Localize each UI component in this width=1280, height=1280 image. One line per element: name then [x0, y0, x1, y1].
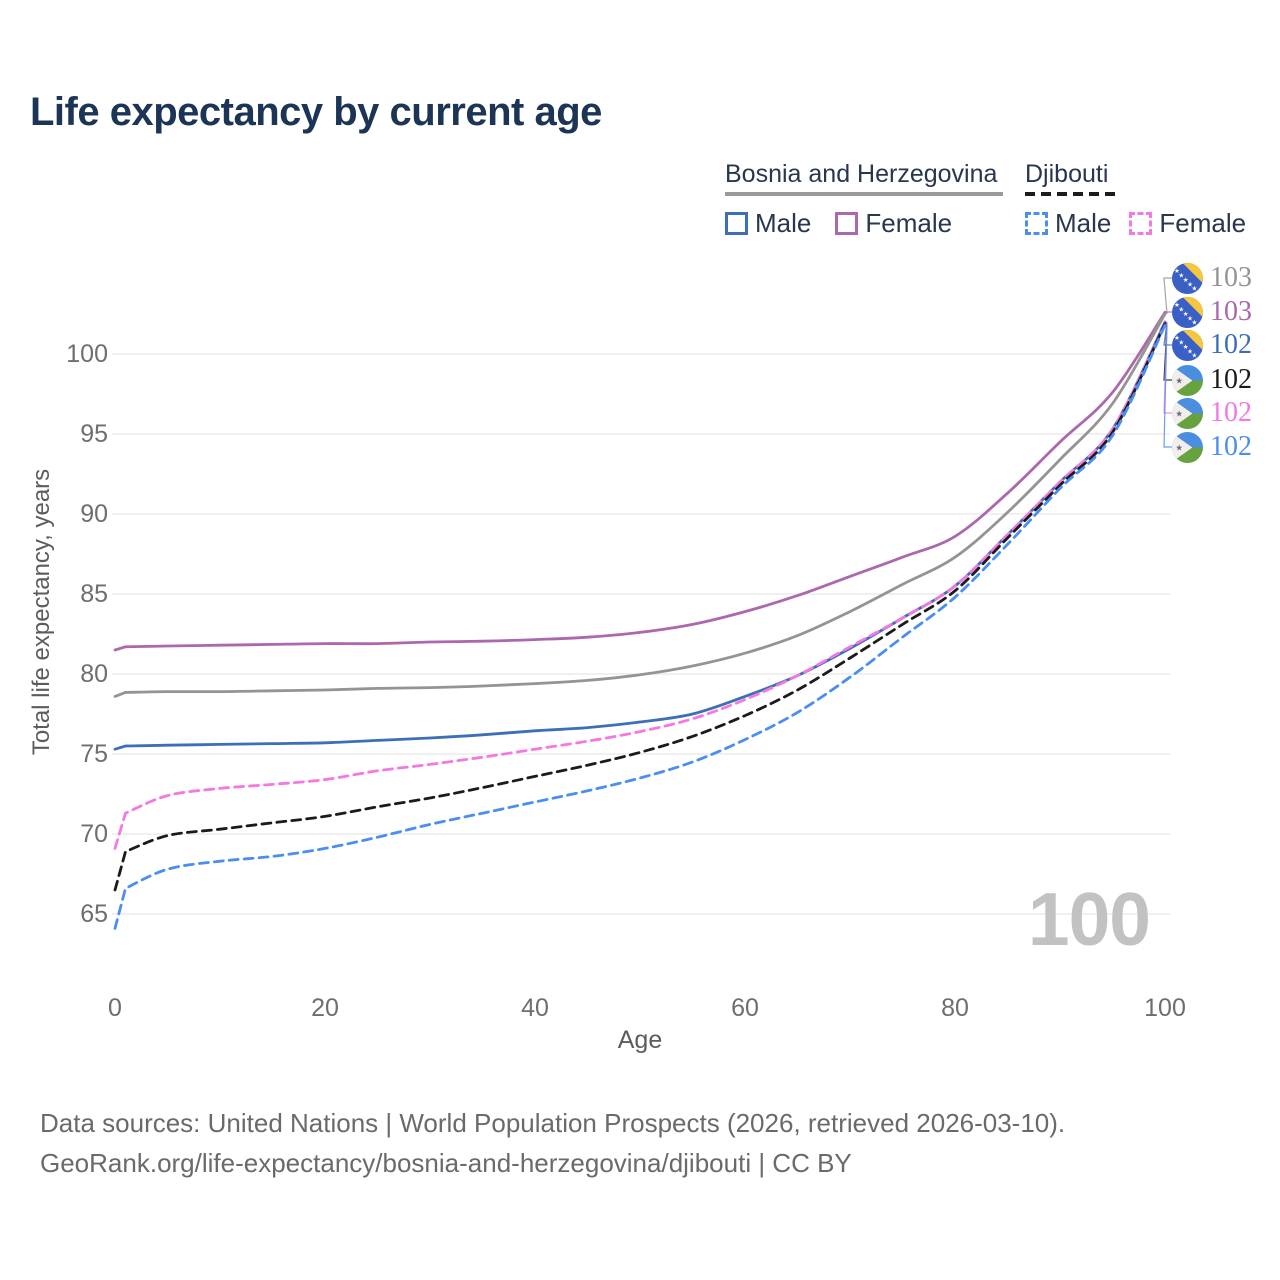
bosnia-flag-icon: ★★★★★ [1172, 296, 1203, 328]
end-value-label: 103 [1210, 262, 1252, 293]
end-label-leader-line [1163, 321, 1172, 346]
djibouti-female-swatch-icon [1129, 212, 1153, 235]
svg-text:★: ★ [1191, 285, 1197, 292]
legend-item-djibouti-female[interactable]: Female [1129, 208, 1246, 239]
svg-text:★: ★ [1187, 348, 1193, 355]
djibouti-male-swatch-icon [1025, 212, 1048, 235]
legend-item-bosnia-female[interactable]: Female [835, 208, 952, 239]
end-label-leader-line [1163, 325, 1172, 448]
series-line-djibouti-male[interactable] [113, 323, 1167, 930]
legend-item-djibouti-male[interactable]: Male [1025, 208, 1111, 239]
svg-text:★: ★ [1178, 272, 1184, 279]
svg-text:★: ★ [1183, 276, 1189, 283]
legend: Bosnia and Herzegovina Male Female Djibo… [725, 160, 1246, 239]
djibouti-flag-icon: ★ [1172, 364, 1203, 396]
footer-url[interactable]: GeoRank.org/life-expectancy/bosnia-and-h… [40, 1148, 852, 1178]
y-tick-90: 90 [80, 500, 108, 528]
legend-item-bosnia-male[interactable]: Male [725, 208, 811, 239]
svg-text:★: ★ [1178, 306, 1184, 313]
series-line-djibouti-female[interactable] [113, 321, 1167, 850]
svg-text:★: ★ [1175, 442, 1183, 452]
y-axis-title: Total life expectancy, years [28, 468, 55, 756]
svg-text:★: ★ [1191, 352, 1197, 359]
svg-text:★: ★ [1175, 408, 1183, 418]
end-label-row: ★ 102 [1172, 396, 1252, 430]
legend-group-bosnia: Bosnia and Herzegovina Male Female [725, 160, 1003, 239]
y-tick-100: 100 [66, 340, 108, 368]
x-tick-20: 20 [311, 994, 339, 1022]
end-label-row: ★ 102 [1172, 363, 1252, 397]
bosnia-male-swatch-icon [725, 212, 748, 235]
y-tick-75: 75 [80, 740, 108, 768]
end-value-label: 102 [1210, 364, 1252, 395]
x-tick-0: 0 [108, 994, 122, 1022]
series-line-bosnia-and-herzegovina-total[interactable] [113, 312, 1167, 698]
svg-text:★: ★ [1174, 302, 1180, 309]
end-value-label: 103 [1210, 296, 1252, 327]
svg-text:★: ★ [1187, 315, 1193, 322]
legend-group-djibouti: Djibouti Male Female [1025, 160, 1246, 239]
svg-text:★: ★ [1175, 375, 1183, 385]
age-watermark: 100 [1027, 877, 1151, 961]
footer-sources: Data sources: United Nations | World Pop… [40, 1108, 1066, 1138]
y-tick-95: 95 [80, 420, 108, 448]
page-title: Life expectancy by current age [30, 90, 602, 134]
bosnia-female-swatch-icon [835, 212, 859, 235]
svg-text:★: ★ [1174, 335, 1180, 342]
djibouti-line-style-sample [1025, 192, 1121, 196]
svg-text:★: ★ [1191, 319, 1197, 326]
end-value-label: 102 [1210, 431, 1252, 462]
y-tick-65: 65 [80, 900, 108, 928]
end-label-row: ★ 102 [1172, 430, 1252, 464]
y-tick-70: 70 [80, 820, 108, 848]
y-tick-80: 80 [80, 660, 108, 688]
svg-text:★: ★ [1183, 343, 1189, 350]
legend-country-djibouti[interactable]: Djibouti [1025, 160, 1109, 188]
end-value-label: 102 [1210, 329, 1252, 360]
end-label-row: ★ ★ ★ ★ ★ 102 [1172, 328, 1252, 362]
svg-text:★: ★ [1174, 268, 1180, 275]
svg-text:★: ★ [1183, 310, 1189, 317]
end-label-row: ★ ★ ★ ★ ★ 103 [1172, 261, 1252, 295]
x-tick-80: 80 [941, 994, 969, 1022]
bosnia-flag-icon: ★★★★★ [1172, 329, 1203, 361]
svg-text:★: ★ [1178, 339, 1184, 346]
legend-country-bosnia[interactable]: Bosnia and Herzegovina [725, 160, 998, 188]
end-label-leader-line [1163, 277, 1172, 315]
x-tick-40: 40 [521, 994, 549, 1022]
series-line-bosnia-and-herzegovina-female[interactable] [113, 311, 1167, 652]
djibouti-flag-icon: ★ [1172, 397, 1203, 429]
end-value-label: 102 [1210, 397, 1252, 428]
y-tick-85: 85 [80, 580, 108, 608]
x-tick-60: 60 [731, 994, 759, 1022]
bosnia-flag-icon: ★★★★★ [1172, 262, 1203, 294]
end-label-row: ★ ★ ★ ★ ★ 103 [1172, 295, 1252, 329]
x-axis-title: Age [617, 1026, 663, 1054]
x-tick-100: 100 [1144, 994, 1186, 1022]
series-line-djibouti-total[interactable] [113, 322, 1167, 892]
djibouti-flag-icon: ★ [1172, 431, 1203, 463]
svg-text:★: ★ [1187, 281, 1193, 288]
bosnia-line-style-sample [725, 192, 1003, 196]
